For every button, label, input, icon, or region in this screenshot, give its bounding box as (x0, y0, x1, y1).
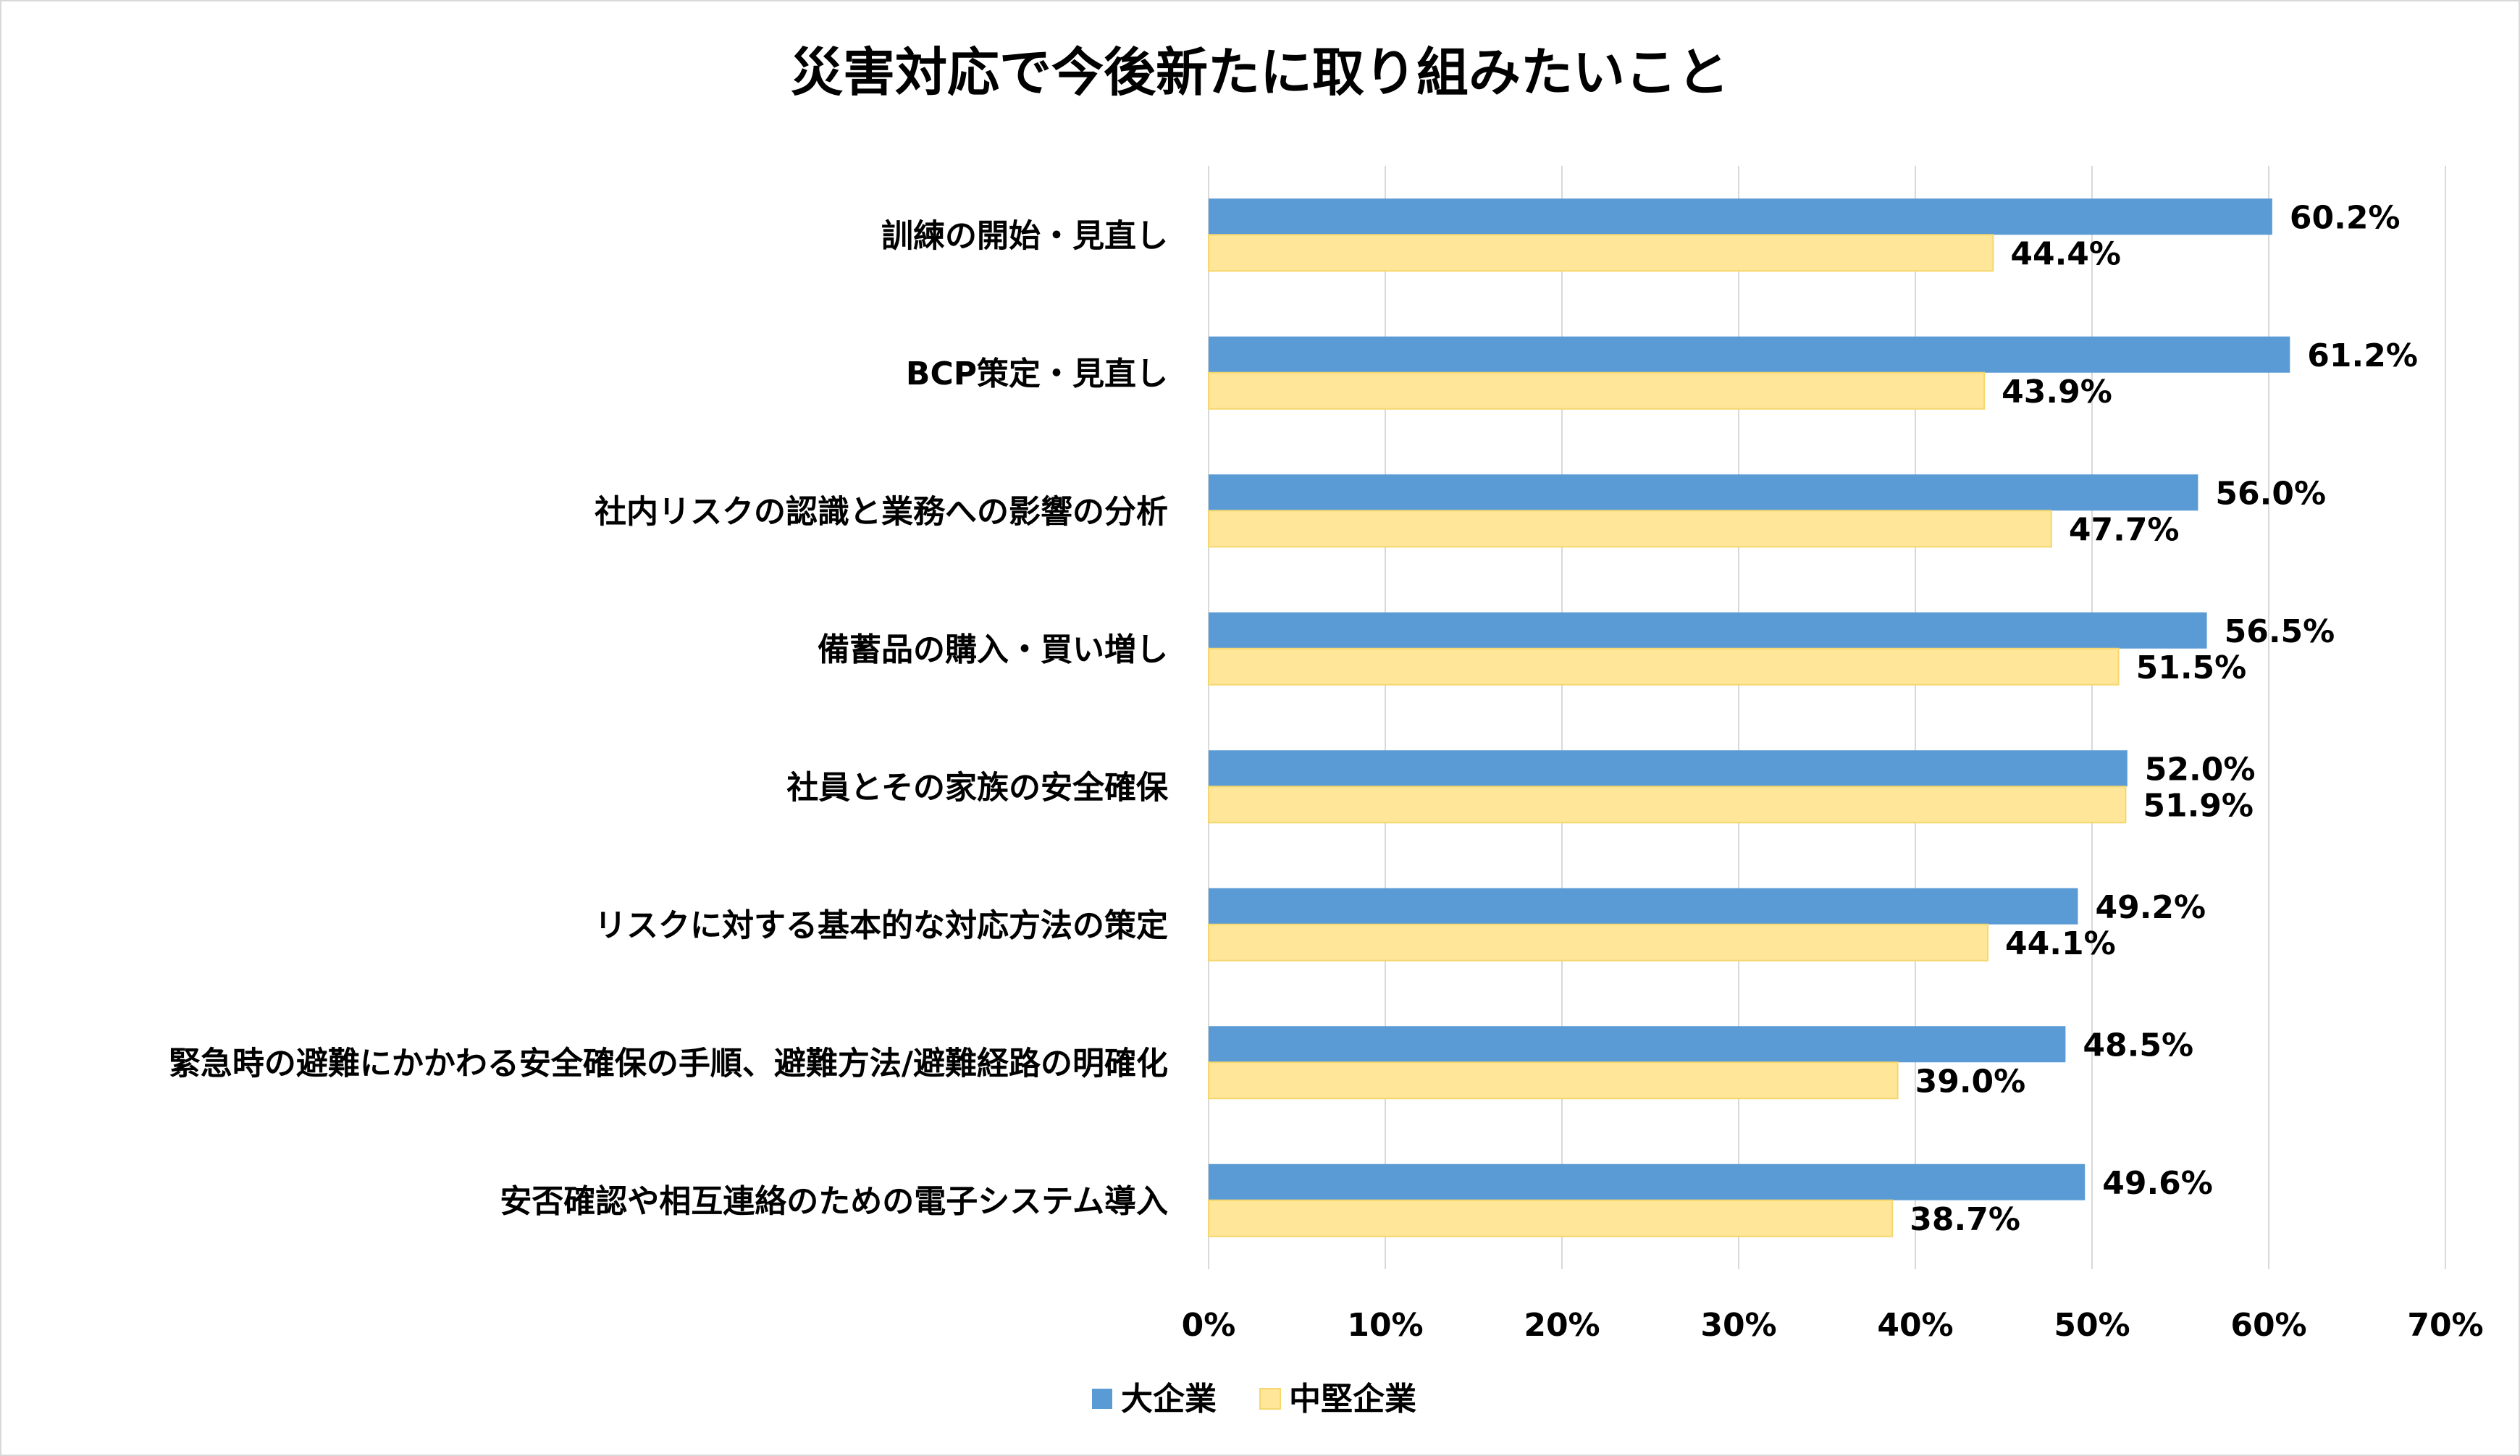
data-label: 61.2% (2307, 337, 2418, 374)
category-label: リスクに対する基本的な対応方法の策定 (595, 907, 1168, 944)
data-label: 49.2% (2095, 889, 2206, 926)
bar-midsize (1208, 234, 1994, 272)
bar-large (1209, 1163, 2086, 1200)
bar-midsize (1208, 923, 1989, 961)
data-label: 56.5% (2225, 613, 2335, 650)
legend-swatch (1092, 1389, 1112, 1409)
bar-midsize (1208, 1199, 1894, 1237)
x-tick-label: 60% (2230, 1307, 2306, 1344)
data-label: 51.5% (2136, 649, 2247, 686)
category-label: 緊急時の避難にかかわる安全確保の手順、避難方法/避難経路の明確化 (169, 1045, 1168, 1082)
bar-large (1209, 1026, 2066, 1063)
legend-label: 大企業 (1121, 1381, 1217, 1418)
data-label: 48.5% (2083, 1027, 2193, 1064)
bar-large (1209, 336, 2290, 373)
x-tick-label: 70% (2407, 1307, 2483, 1344)
x-tick-label: 0% (1182, 1307, 1236, 1344)
bar-midsize (1208, 371, 1986, 410)
bar-midsize (1208, 786, 2127, 824)
category-label: 社員とその家族の安全確保 (786, 769, 1169, 806)
category-label: 社内リスクの認識と業務への影響の分析 (595, 493, 1168, 530)
data-label: 43.9% (2002, 374, 2112, 411)
x-tick-label: 40% (1877, 1307, 1953, 1344)
data-label: 47.7% (2069, 511, 2180, 548)
data-label: 38.7% (1910, 1201, 2020, 1238)
x-tick-label: 30% (1700, 1307, 1776, 1344)
category-label: 備蓄品の購入・買い増し (818, 631, 1168, 668)
category-label: BCP策定・見直し (906, 355, 1168, 392)
category-label: 訓練の開始・見直し (881, 217, 1168, 254)
bar-large (1209, 750, 2128, 787)
category-label: 安否確認や相互連絡のための電子システム導入 (500, 1183, 1168, 1220)
data-label: 44.4% (2010, 235, 2121, 272)
bar-large (1209, 612, 2207, 649)
data-label: 52.0% (2145, 751, 2256, 788)
data-label: 49.6% (2102, 1165, 2213, 1202)
bar-large (1209, 474, 2198, 511)
legend-label: 中堅企業 (1289, 1381, 1416, 1418)
chart-title: 災害対応で今後新たに取り組みたいこと (791, 42, 1729, 103)
bar-midsize (1208, 510, 2052, 548)
legend-swatch (1259, 1388, 1281, 1410)
data-label: 51.9% (2143, 787, 2254, 824)
data-label: 60.2% (2290, 199, 2401, 236)
bar-large (1209, 888, 2078, 925)
x-tick-label: 50% (2054, 1307, 2130, 1344)
data-label: 44.1% (2005, 925, 2116, 962)
data-label: 56.0% (2215, 475, 2326, 512)
x-tick-label: 20% (1524, 1307, 1600, 1344)
bar-large (1209, 198, 2272, 235)
x-tick-label: 10% (1347, 1307, 1423, 1344)
bar-midsize (1208, 647, 2120, 686)
bar-midsize (1208, 1061, 1899, 1100)
data-label: 39.0% (1915, 1063, 2026, 1100)
